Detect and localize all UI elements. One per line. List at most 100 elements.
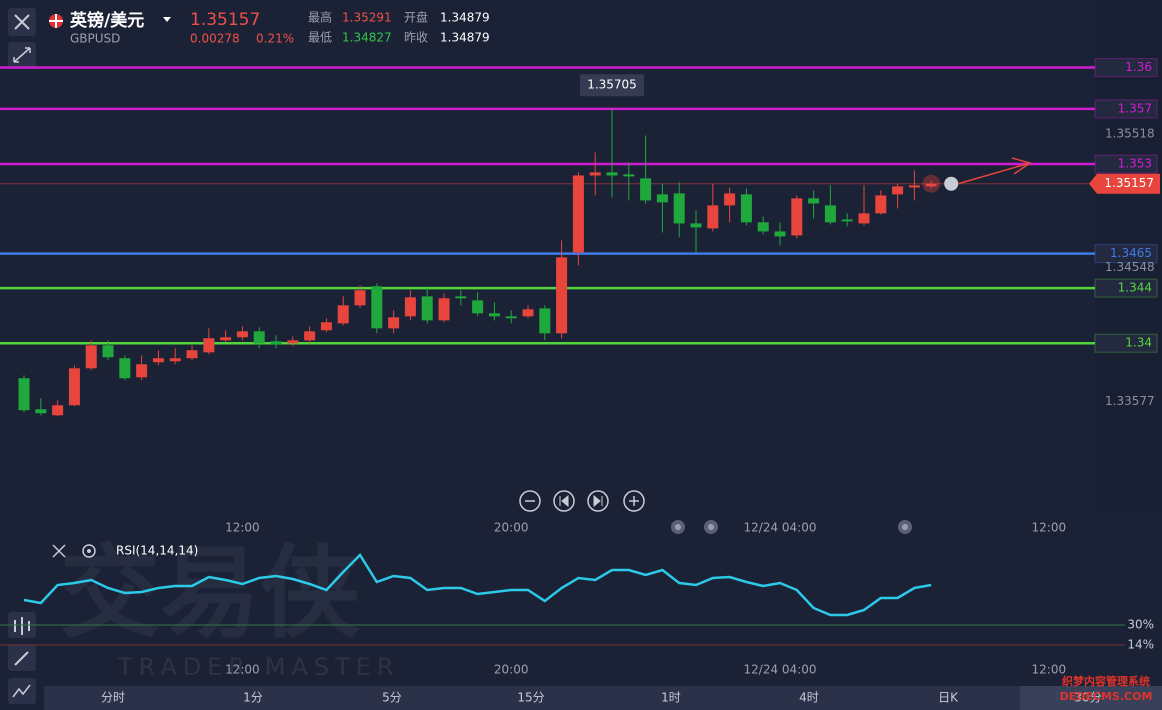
candle-body <box>757 222 769 232</box>
candle-body <box>858 213 870 224</box>
candle-body <box>52 405 64 416</box>
high-annotation-box <box>580 74 645 97</box>
x-tick-label: 20:00 <box>494 521 529 535</box>
scroll-start[interactable] <box>553 490 575 512</box>
expand-button[interactable] <box>8 42 36 68</box>
timeframe-tab[interactable]: 30分 <box>1074 691 1101 705</box>
candle-body <box>623 174 635 177</box>
candle-body <box>892 186 904 195</box>
candle-body <box>455 296 467 299</box>
zoom-in[interactable] <box>623 490 645 512</box>
info-icon[interactable] <box>944 176 959 191</box>
timeframe-tab[interactable]: 4时 <box>799 691 819 705</box>
nav-active <box>1020 686 1162 710</box>
level-label: 1.3465 <box>1110 246 1152 260</box>
candle-body <box>68 368 80 406</box>
last-price-label: 1.35157 <box>1104 176 1154 190</box>
nav-bar <box>44 686 1162 710</box>
x-tick-label: 12/24 04:00 <box>744 521 817 535</box>
candle-body <box>119 358 131 379</box>
candle-body <box>421 296 433 321</box>
candle-body <box>253 331 265 344</box>
symbol-name[interactable]: 英镑/美元 <box>70 10 144 31</box>
candle-body <box>236 331 248 338</box>
candle-body <box>841 219 853 222</box>
x-tick-label: 12:00 <box>225 663 260 677</box>
timeframe-tab[interactable]: 1时 <box>661 691 681 705</box>
candle-body <box>404 297 416 317</box>
candle-body <box>35 409 47 414</box>
x-tick-label: 20:00 <box>494 663 529 677</box>
timeframe-tab[interactable]: 分时 <box>101 691 125 705</box>
x-tick-label: 12:00 <box>225 521 260 535</box>
candle-body <box>572 175 584 253</box>
candle-body <box>606 172 618 176</box>
candle-body <box>270 341 282 345</box>
candle-body <box>152 358 164 363</box>
price: 1.35157 <box>190 10 260 30</box>
level-label: 1.36 <box>1125 60 1152 74</box>
candle-body <box>304 331 316 341</box>
level-label-box <box>1094 154 1158 174</box>
indicator-title: RSI(14,14,14) <box>116 544 198 558</box>
y-tick-label: 1.35518 <box>1105 126 1155 140</box>
dropdown-caret[interactable] <box>163 17 171 22</box>
rsi-line <box>23 552 932 617</box>
stat-value: 1.34827 <box>342 31 392 45</box>
candle-body <box>169 358 181 362</box>
timeframe-tab[interactable]: 1分 <box>243 691 263 705</box>
zoom-out[interactable] <box>519 490 541 512</box>
watermark-en: TRADER MASTER <box>117 653 400 681</box>
x-tick-label: 12/24 04:00 <box>744 663 817 677</box>
candle-body <box>18 378 30 411</box>
level-label-box <box>1094 99 1158 119</box>
site-watermark: DEDECMS.COM <box>1060 690 1153 703</box>
candle-body <box>388 317 400 329</box>
level-label-box <box>1094 333 1158 353</box>
level-label-box <box>1094 244 1158 264</box>
candle-body <box>556 257 568 334</box>
candle-body <box>354 290 366 306</box>
timeframe-tab[interactable]: 日K <box>938 691 959 705</box>
side-tool[interactable] <box>8 678 36 704</box>
candle-body <box>589 172 601 176</box>
stat-value: 1.35291 <box>342 11 392 25</box>
symbol-code: GBPUSD <box>70 32 120 46</box>
timeframe-tab[interactable]: 15分 <box>517 691 544 705</box>
rsi-close[interactable] <box>52 544 66 558</box>
timeframe-tab[interactable]: 5分 <box>382 691 402 705</box>
rsi-settings[interactable] <box>82 544 96 558</box>
trend-arrow <box>1011 157 1032 175</box>
close-button[interactable] <box>8 8 36 36</box>
last-glow <box>922 174 941 193</box>
candle-body <box>539 308 551 334</box>
candle-body <box>505 316 517 319</box>
level-label: 1.357 <box>1118 101 1152 115</box>
level-label: 1.353 <box>1118 157 1152 171</box>
candle-body <box>707 205 719 229</box>
y-tick-label: 30% <box>1127 618 1154 632</box>
site-watermark: 织梦内容管理系统 <box>1062 674 1150 688</box>
level-label: 1.344 <box>1118 281 1152 295</box>
stat-label: 最低 <box>308 31 332 45</box>
flag-icon <box>49 14 63 28</box>
x-tick-label: 12:00 <box>1032 521 1067 535</box>
candle-body <box>220 337 232 341</box>
candle-body <box>287 340 299 344</box>
trend-line <box>957 162 1031 185</box>
candle-body <box>875 195 887 214</box>
candle-body <box>724 193 736 206</box>
candle-body <box>102 345 114 358</box>
scroll-end[interactable] <box>587 490 609 512</box>
candle-body <box>824 205 836 223</box>
candle-body <box>656 194 668 203</box>
side-tool[interactable] <box>8 645 36 671</box>
candle-body <box>438 298 450 321</box>
candle-body <box>85 345 97 369</box>
candle-body <box>808 198 820 204</box>
candle-body <box>337 305 349 324</box>
y-tick-label: 1.34548 <box>1105 260 1155 274</box>
stat-label: 昨收 <box>404 31 428 45</box>
candle-body <box>472 300 484 314</box>
